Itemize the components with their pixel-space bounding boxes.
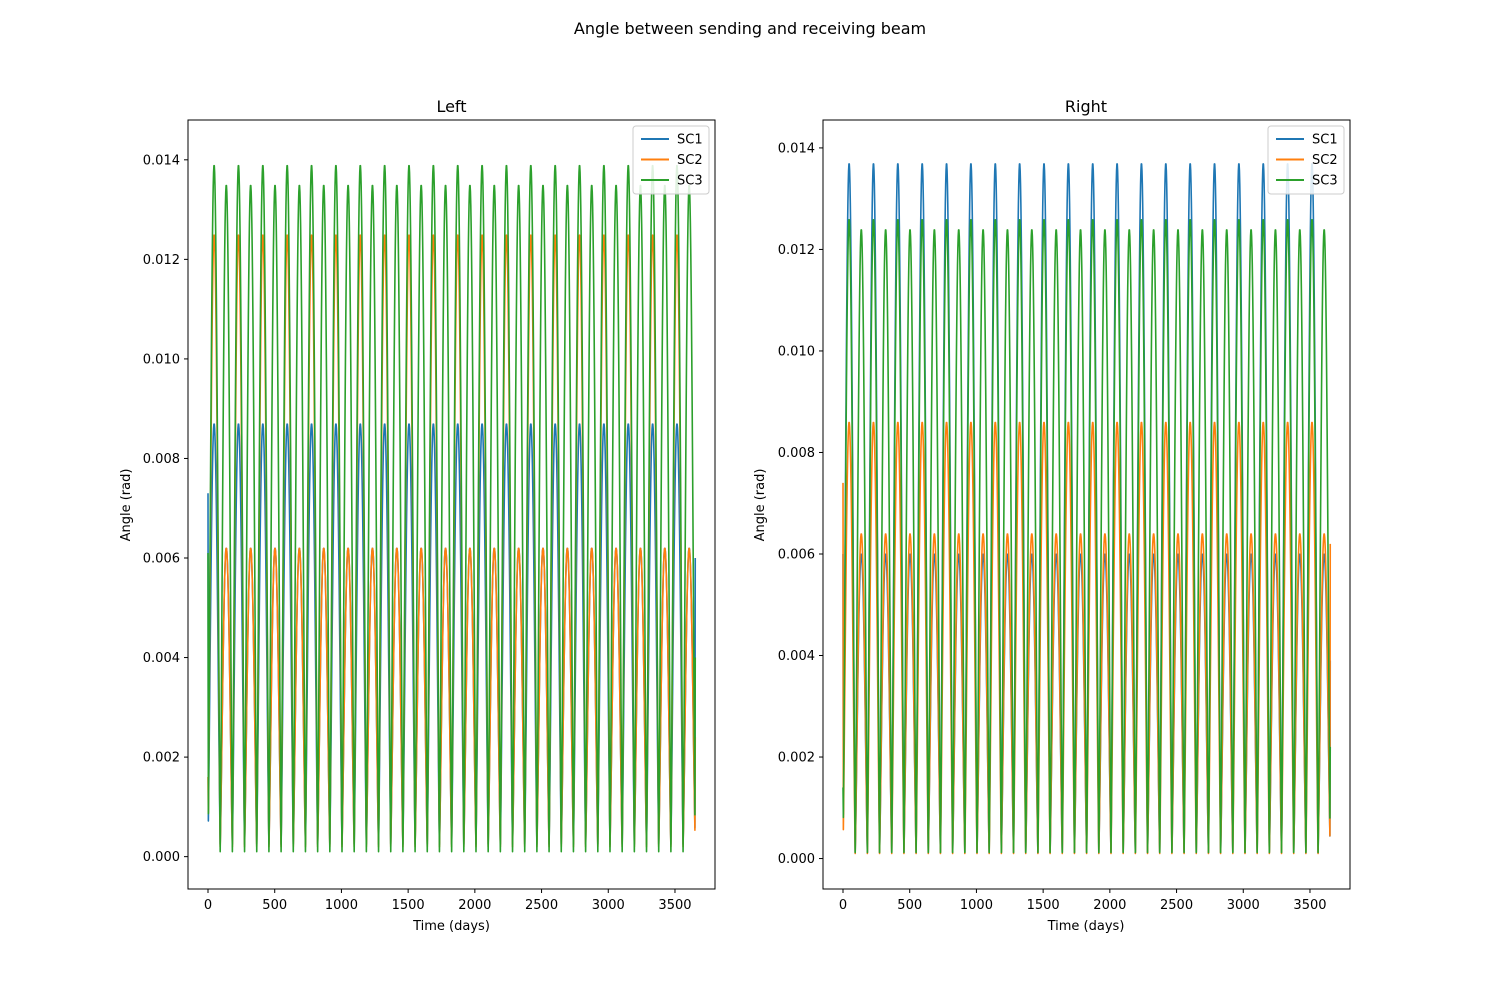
right-chart-legend-label-sc1: SC1 xyxy=(1312,133,1338,148)
left-chart-series-sc3-line xyxy=(207,164,697,853)
left-chart-xtick-label: 500 xyxy=(262,898,287,913)
right-chart-ytick-label: 0.004 xyxy=(778,649,815,664)
right-chart-xtick-label: 2500 xyxy=(1160,898,1193,913)
right-chart-ytick-label: 0.002 xyxy=(778,751,815,766)
right-chart-title: Right xyxy=(1065,97,1107,116)
right-chart-series-sc3-line xyxy=(842,218,1332,854)
right-chart-legend-box xyxy=(1267,125,1345,195)
right-chart-ytick-label: 0.012 xyxy=(778,243,815,258)
right-chart-ytick-label: 0.006 xyxy=(778,547,815,562)
right-chart-ytick-label: 0.014 xyxy=(778,141,815,156)
right-chart-axes-frame xyxy=(822,119,1351,890)
right-chart-series-sc2-line xyxy=(842,421,1332,855)
left-chart-xtick-label: 2000 xyxy=(458,898,491,913)
right-chart-legend-label-sc3: SC3 xyxy=(1312,174,1338,189)
right-chart-xtick-label: 1500 xyxy=(1027,898,1060,913)
left-chart-ylabel: Angle (rad) xyxy=(119,469,134,542)
left-chart-ytick-label: 0.002 xyxy=(143,751,180,766)
right-chart-xtick-label: 2000 xyxy=(1093,898,1126,913)
left-chart-ytick-label: 0.014 xyxy=(143,153,180,168)
left-chart-legend-box xyxy=(632,125,710,195)
left-chart-ytick-label: 0.010 xyxy=(143,352,180,367)
right-chart-xtick-label: 500 xyxy=(897,898,922,913)
right-chart: Right Time (days) Angle (rad) 0 500 1000 15… xyxy=(753,97,1351,934)
left-chart: Left Time (days) Angle (rad) 0 500 1000 150… xyxy=(119,97,716,934)
left-chart-ytick-label: 0.012 xyxy=(143,253,180,268)
left-chart-ytick-label: 0.006 xyxy=(143,552,180,567)
left-chart-plot-area: 0 500 1000 1500 2000 2500 3000 3500 0.000 0.002 0.… xyxy=(143,119,716,913)
left-chart-xtick-label: 1000 xyxy=(325,898,358,913)
left-chart-ytick-label: 0.004 xyxy=(143,651,180,666)
right-chart-plot-area: 0 500 1000 1500 2000 2500 3000 3500 0.000 0.002 0.… xyxy=(778,119,1351,913)
left-chart-ytick-label: 0.008 xyxy=(143,452,180,467)
left-chart-legend-label-sc2: SC2 xyxy=(677,153,703,168)
right-chart-xtick-label: 0 xyxy=(839,898,847,913)
right-chart-xtick-label: 1000 xyxy=(960,898,993,913)
left-chart-title: Left xyxy=(436,97,466,116)
left-chart-xtick-label: 1500 xyxy=(392,898,425,913)
right-chart-ytick-label: 0.010 xyxy=(778,344,815,359)
left-chart-xtick-label: 2500 xyxy=(525,898,558,913)
right-chart-xtick-label: 3000 xyxy=(1227,898,1260,913)
right-chart-legend-label-sc2: SC2 xyxy=(1312,153,1338,168)
figure-suptitle: Angle between sending and receiving beam xyxy=(574,19,926,38)
right-chart-ylabel: Angle (rad) xyxy=(753,469,768,542)
left-chart-xtick-label: 3500 xyxy=(658,898,691,913)
right-chart-xtick-label: 3500 xyxy=(1293,898,1326,913)
left-chart-legend-label-sc3: SC3 xyxy=(677,174,703,189)
left-chart-legend: SC1 SC2 SC3 xyxy=(632,125,710,195)
left-chart-xlabel: Time (days) xyxy=(412,919,490,934)
right-chart-xlabel: Time (days) xyxy=(1047,919,1125,934)
right-chart-ytick-label: 0.000 xyxy=(778,852,815,867)
left-chart-xtick-label: 0 xyxy=(204,898,212,913)
left-chart-axes-frame xyxy=(187,119,716,890)
right-chart-ytick-label: 0.008 xyxy=(778,446,815,461)
left-chart-legend-label-sc1: SC1 xyxy=(677,133,703,148)
left-chart-ytick-label: 0.000 xyxy=(143,850,180,865)
right-chart-series-sc1-line xyxy=(842,163,1332,854)
right-chart-legend: SC1 SC2 SC3 xyxy=(1267,125,1345,195)
left-chart-xtick-label: 3000 xyxy=(592,898,625,913)
